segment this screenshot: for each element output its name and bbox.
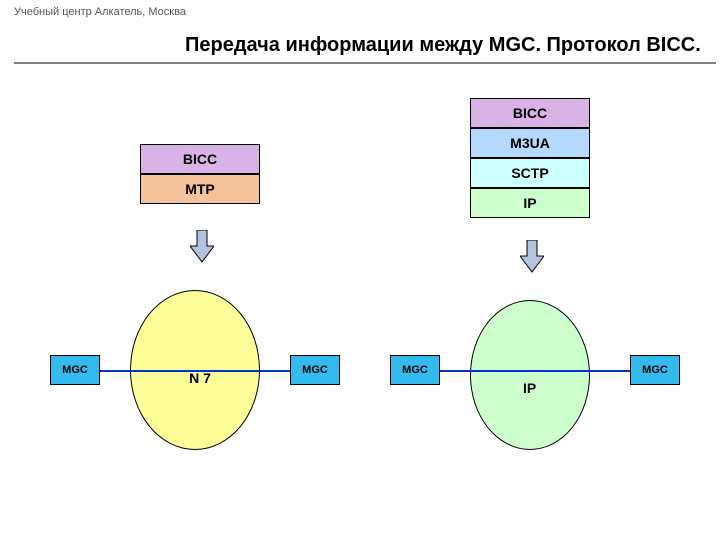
page-title: Передача информации между MGC. Протокол … (185, 34, 701, 57)
protocol-layer-ip: IP (470, 188, 590, 218)
n7-label: N 7 (185, 370, 215, 386)
mgc-box-left: MGC (50, 355, 100, 385)
protocol-layer-mtp: MTP (140, 174, 260, 204)
down-arrow-icon (190, 230, 214, 264)
protocol-layer-bicc: BICC (470, 98, 590, 128)
mgc-box-left: MGC (390, 355, 440, 385)
mgc-box-right: MGC (630, 355, 680, 385)
down-arrow-icon (520, 240, 544, 274)
protocol-layer-sctp: SCTP (470, 158, 590, 188)
protocol-layer-bicc: BICC (140, 144, 260, 174)
ip-network-ellipse (470, 300, 590, 450)
title-rule (14, 62, 716, 64)
ip-label: IP (523, 380, 536, 396)
org-label: Учебный центр Алкатель, Москва (14, 6, 186, 18)
mgc-box-right: MGC (290, 355, 340, 385)
protocol-layer-m3ua: M3UA (470, 128, 590, 158)
